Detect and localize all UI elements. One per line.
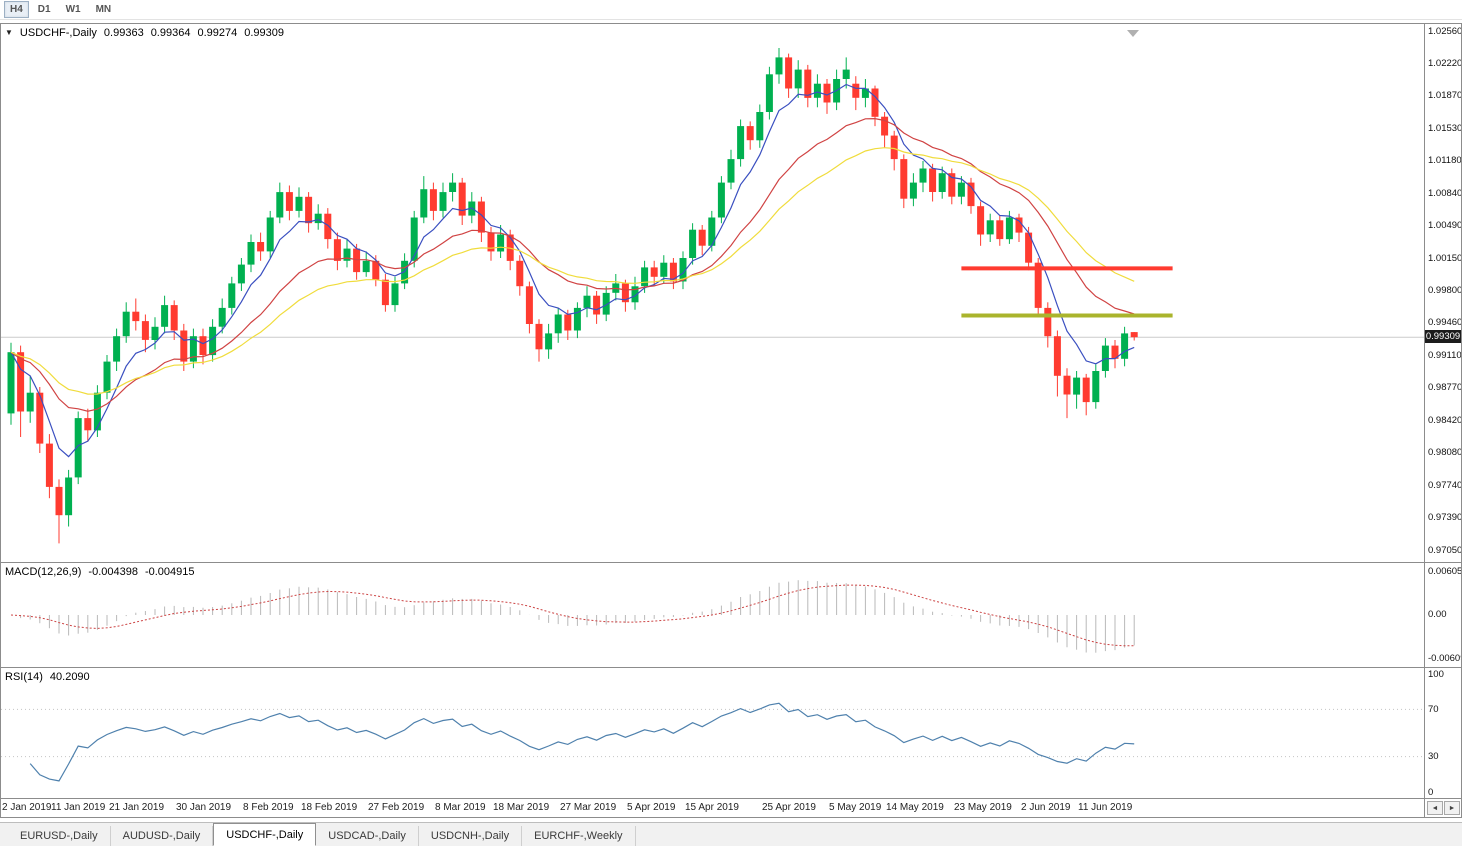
date-axis-label: 5 Apr 2019	[627, 802, 676, 813]
date-axis-label: 18 Feb 2019	[301, 802, 358, 813]
date-axis-label: 11 Jun 2019	[1078, 802, 1133, 813]
ohlc-close: 0.99309	[244, 27, 284, 39]
date-axis-label: 25 Apr 2019	[762, 802, 816, 813]
scrollbar-corner: ◄ ►	[1424, 799, 1461, 817]
date-axis-label: 8 Feb 2019	[243, 802, 294, 813]
price-axis-label: 1.01870	[1428, 90, 1461, 101]
date-axis-label: 27 Feb 2019	[368, 802, 425, 813]
horizontal-scrollbar[interactable]: ◄ ►	[1427, 801, 1460, 815]
date-axis-label: 18 Mar 2019	[493, 802, 550, 813]
date-axis-label: 15 Apr 2019	[685, 802, 739, 813]
timeframe-button-mn[interactable]: MN	[90, 1, 118, 18]
rsi-pane-row: RSI(14) 40.2090 100 70 30 0	[1, 667, 1461, 798]
date-axis-label: 21 Jan 2019	[109, 802, 165, 813]
date-axis-label: 27 Mar 2019	[560, 802, 617, 813]
price-pane-row: ▼ USDCHF-,Daily 0.99363 0.99364 0.99274 …	[1, 24, 1461, 562]
price-axis-label: 1.00150	[1428, 253, 1461, 264]
price-axis-label: 0.97740	[1428, 480, 1461, 491]
rsi-axis: 100 70 30 0	[1424, 668, 1461, 798]
date-axis-row: 2 Jan 2019 11 Jan 2019 21 Jan 2019 30 Jan 2…	[1, 798, 1461, 817]
macd-label: MACD(12,26,9)	[5, 566, 82, 578]
ohlc-low: 0.99274	[197, 27, 238, 39]
date-axis: 2 Jan 2019 11 Jan 2019 21 Jan 2019 30 Jan 2…	[1, 799, 1424, 817]
chart-menu-icon[interactable]: ▼	[5, 27, 13, 37]
date-axis-label: 23 May 2019	[954, 802, 1012, 813]
price-axis-label: 0.99460	[1428, 317, 1461, 328]
date-axis-label: 8 Mar 2019	[435, 802, 486, 813]
price-axis-label: 1.00840	[1428, 188, 1461, 199]
scroll-right-button[interactable]: ►	[1444, 801, 1460, 815]
rsi-axis-label: 100	[1428, 669, 1444, 680]
macd-signal-value: -0.004915	[144, 566, 195, 578]
rsi-pane[interactable]: RSI(14) 40.2090	[1, 668, 1424, 798]
timeframe-button-w1[interactable]: W1	[60, 1, 87, 18]
date-axis-label: 5 May 2019	[829, 802, 882, 813]
timeframe-button-h4[interactable]: H4	[4, 1, 29, 18]
price-axis-label: 1.02560	[1428, 26, 1461, 37]
date-axis-label: 2 Jun 2019	[1021, 802, 1071, 813]
timeframe-button-d1[interactable]: D1	[32, 1, 57, 18]
price-axis-label: 0.98770	[1428, 382, 1461, 393]
candlestick-chart[interactable]	[1, 24, 1424, 562]
chart-window: ▼ USDCHF-,Daily 0.99363 0.99364 0.99274 …	[0, 23, 1462, 818]
price-axis-label: 0.99110	[1428, 350, 1461, 361]
price-axis-label: 0.97050	[1428, 545, 1461, 556]
current-price-tag: 0.99309	[1425, 330, 1461, 343]
rsi-header: RSI(14) 40.2090	[5, 671, 90, 683]
chart-tab-usdcad[interactable]: USDCAD-,Daily	[316, 826, 419, 846]
chart-tabs-bar: EURUSD-,Daily AUDUSD-,Daily USDCHF-,Daily U…	[0, 822, 1462, 846]
chart-tab-eurchf[interactable]: EURCHF-,Weekly	[522, 826, 636, 846]
macd-axis: 0.006058 0.00 -0.006096	[1424, 563, 1461, 667]
macd-pane[interactable]: MACD(12,26,9) -0.004398 -0.004915	[1, 563, 1424, 667]
rsi-chart[interactable]	[1, 668, 1424, 798]
price-axis-label: 0.97390	[1428, 512, 1461, 523]
price-axis-label: 0.98420	[1428, 415, 1461, 426]
date-axis-label: 2 Jan 2019	[2, 802, 52, 813]
rsi-axis-label: 0	[1428, 787, 1434, 798]
price-axis-label: 1.01180	[1428, 155, 1461, 166]
chart-tab-audusd[interactable]: AUDUSD-,Daily	[111, 826, 214, 846]
macd-chart[interactable]	[1, 563, 1424, 667]
symbol-label: USDCHF-,Daily	[19, 27, 97, 39]
macd-pane-row: MACD(12,26,9) -0.004398 -0.004915 0.0060…	[1, 562, 1461, 667]
price-pane[interactable]: ▼ USDCHF-,Daily 0.99363 0.99364 0.99274 …	[1, 24, 1424, 562]
scroll-left-button[interactable]: ◄	[1427, 801, 1443, 815]
rsi-axis-label: 30	[1428, 751, 1439, 762]
date-axis-label: 14 May 2019	[886, 802, 944, 813]
chart-tab-usdchf[interactable]: USDCHF-,Daily	[213, 823, 317, 846]
timeframe-toolbar: H4 D1 W1 MN	[0, 0, 1462, 20]
macd-axis-label: -0.006096	[1428, 653, 1461, 664]
date-axis-label: 11 Jan 2019	[51, 802, 106, 813]
macd-axis-label: 0.006058	[1428, 566, 1461, 577]
rsi-axis-label: 70	[1428, 704, 1439, 715]
price-axis[interactable]: 1.02560 1.02220 1.01870 1.01530 1.01180 1.008…	[1424, 24, 1461, 562]
macd-axis-label: 0.00	[1428, 609, 1447, 620]
price-axis-label: 1.01530	[1428, 123, 1461, 134]
macd-value: -0.004398	[88, 566, 138, 578]
price-axis-label: 1.02220	[1428, 58, 1461, 69]
price-axis-label: 1.00490	[1428, 220, 1461, 231]
rsi-label: RSI(14)	[5, 671, 43, 683]
ohlc-open: 0.99363	[103, 27, 144, 39]
ohlc-high: 0.99364	[150, 27, 191, 39]
symbol-header: ▼ USDCHF-,Daily 0.99363 0.99364 0.99274 …	[5, 27, 284, 39]
price-axis-label: 0.99800	[1428, 285, 1461, 296]
rsi-value: 40.2090	[49, 671, 90, 683]
chart-tab-usdcnh[interactable]: USDCNH-,Daily	[419, 826, 523, 846]
date-axis-label: 30 Jan 2019	[176, 802, 232, 813]
price-axis-label: 0.98080	[1428, 447, 1461, 458]
macd-header: MACD(12,26,9) -0.004398 -0.004915	[5, 566, 195, 578]
chart-tab-eurusd[interactable]: EURUSD-,Daily	[8, 826, 111, 846]
